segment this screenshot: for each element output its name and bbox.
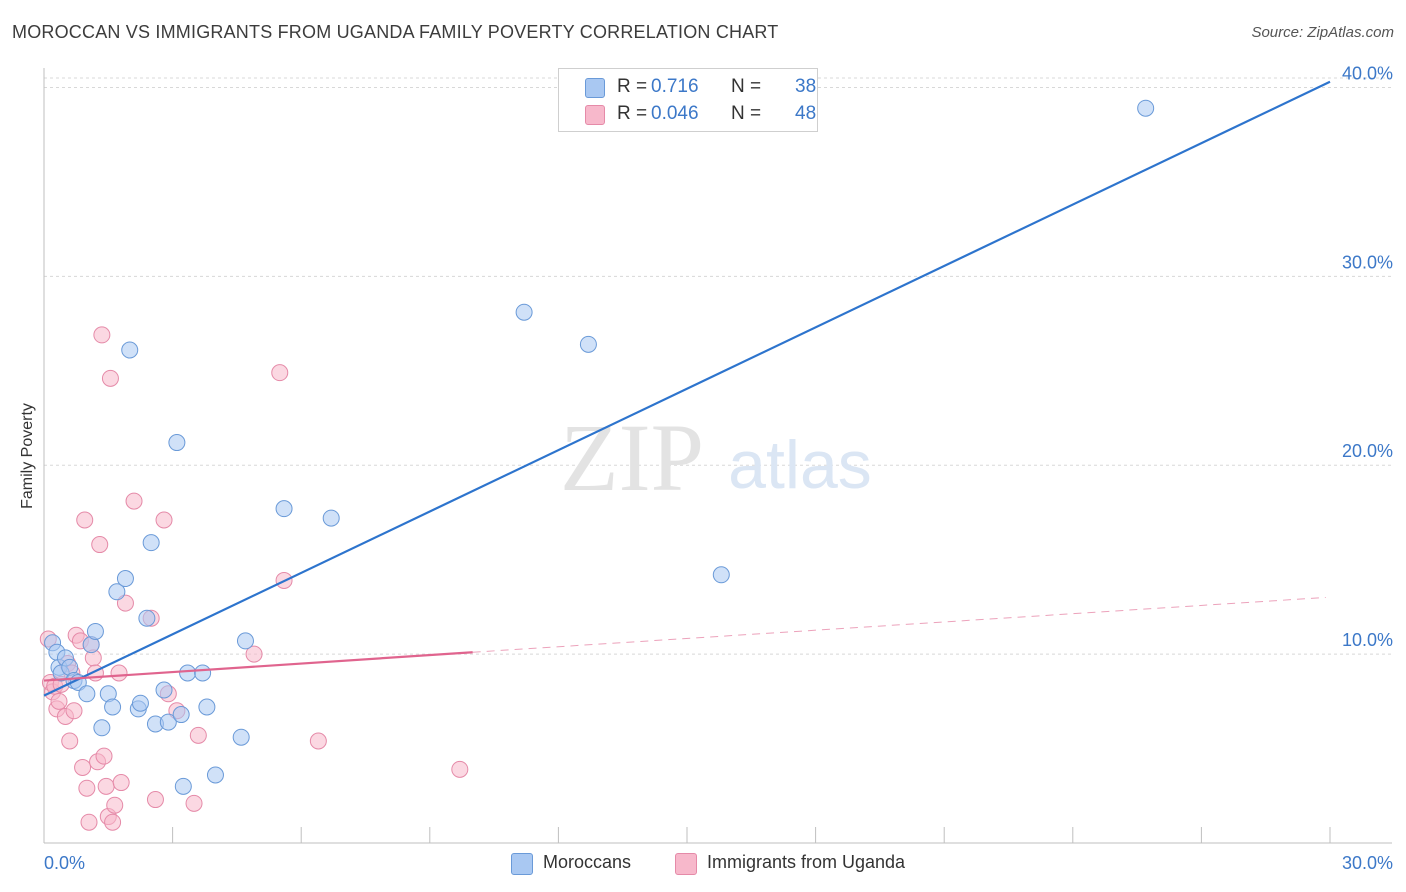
moroccan-point bbox=[159, 713, 177, 731]
uganda-point bbox=[76, 511, 94, 529]
moroccan-point bbox=[194, 664, 212, 682]
tick-labels: 10.0% 20.0% 30.0% 40.0% 0.0% 30.0% bbox=[44, 63, 1393, 873]
y-tick-label: 10.0% bbox=[1342, 630, 1393, 650]
watermark: ZIP atlas bbox=[560, 404, 872, 511]
uganda-point bbox=[104, 813, 122, 831]
uganda-point bbox=[80, 813, 98, 831]
trend-lines bbox=[43, 80, 1331, 697]
bottom-legend-label-moroccans: Moroccans bbox=[543, 852, 632, 872]
uganda-point bbox=[78, 779, 96, 797]
moroccan-point bbox=[206, 766, 224, 784]
legend-n-value: 38 bbox=[795, 76, 817, 97]
moroccan-point bbox=[198, 698, 216, 716]
uganda-point bbox=[61, 732, 79, 750]
x-tick-label: 30.0% bbox=[1342, 853, 1393, 873]
moroccan-point bbox=[232, 728, 250, 746]
legend-r-label: R = bbox=[617, 76, 648, 97]
moroccan-point bbox=[712, 566, 730, 584]
legend-swatch-uganda bbox=[585, 105, 605, 125]
moroccan-point bbox=[322, 509, 340, 527]
legend-n-value: 48 bbox=[795, 103, 817, 124]
uganda-point bbox=[245, 645, 263, 663]
moroccan-point bbox=[515, 303, 533, 321]
y-tick-label: 30.0% bbox=[1342, 252, 1393, 272]
moroccan-point bbox=[104, 698, 122, 716]
moroccan-point bbox=[275, 500, 293, 518]
legend-r-value: 0.046 bbox=[651, 103, 699, 124]
correlation-legend: R = 0.716 N = 38 R = 0.046 N = 48 bbox=[558, 68, 818, 132]
bottom-legend-swatch-moroccans bbox=[511, 853, 533, 875]
legend-n-label: N = bbox=[731, 103, 762, 124]
uganda-point bbox=[116, 594, 134, 612]
moroccan-point bbox=[116, 570, 134, 588]
uganda-point bbox=[50, 692, 68, 710]
moroccan-trend-line bbox=[43, 80, 1331, 697]
uganda-point bbox=[185, 794, 203, 812]
y-tick-label: 40.0% bbox=[1342, 63, 1393, 83]
moroccan-point bbox=[172, 706, 190, 724]
moroccan-point bbox=[579, 335, 597, 353]
uganda-point bbox=[97, 777, 115, 795]
uganda-point bbox=[189, 726, 207, 744]
axes bbox=[43, 68, 1392, 844]
moroccan-point bbox=[86, 622, 104, 640]
uganda-point bbox=[65, 702, 83, 720]
moroccan-point bbox=[138, 609, 156, 627]
x-tick-label: 0.0% bbox=[44, 853, 85, 873]
source-credit: Source: ZipAtlas.com bbox=[1251, 24, 1394, 41]
uganda-points bbox=[39, 326, 469, 831]
uganda-point bbox=[309, 732, 327, 750]
moroccan-point bbox=[1137, 99, 1155, 117]
uganda-trend-line-extended bbox=[472, 596, 1326, 653]
y-tick-label: 20.0% bbox=[1342, 441, 1393, 461]
chart-title: MOROCCAN VS IMMIGRANTS FROM UGANDA FAMIL… bbox=[12, 22, 779, 42]
bottom-legend-swatch-uganda bbox=[675, 853, 697, 875]
uganda-point bbox=[110, 664, 128, 682]
uganda-point bbox=[93, 326, 111, 344]
uganda-point bbox=[451, 760, 469, 778]
legend-r-label: R = bbox=[617, 103, 648, 124]
moroccan-point bbox=[131, 694, 149, 712]
moroccan-points bbox=[44, 99, 1155, 795]
uganda-trend-line bbox=[43, 651, 473, 682]
uganda-point bbox=[91, 536, 109, 554]
uganda-point bbox=[271, 364, 289, 382]
moroccan-point bbox=[236, 632, 254, 650]
watermark-atlas: atlas bbox=[728, 427, 872, 503]
legend-swatch-moroccans bbox=[585, 78, 605, 98]
uganda-point bbox=[125, 492, 143, 510]
moroccan-point bbox=[108, 583, 126, 601]
moroccan-point bbox=[93, 719, 111, 737]
uganda-point bbox=[101, 369, 119, 387]
moroccan-point bbox=[155, 681, 173, 699]
moroccan-point bbox=[174, 777, 192, 795]
legend-n-label: N = bbox=[731, 76, 762, 97]
moroccan-point bbox=[168, 434, 186, 452]
uganda-point bbox=[146, 791, 164, 809]
uganda-point bbox=[112, 774, 130, 792]
moroccan-point bbox=[179, 664, 197, 682]
uganda-point bbox=[95, 747, 113, 765]
legend-r-value: 0.716 bbox=[651, 76, 699, 97]
uganda-point bbox=[106, 796, 124, 814]
moroccan-point bbox=[78, 685, 96, 703]
uganda-point bbox=[155, 511, 173, 529]
bottom-legend-label-uganda: Immigrants from Uganda bbox=[707, 852, 906, 872]
uganda-point bbox=[74, 758, 92, 776]
moroccan-point bbox=[142, 534, 160, 552]
moroccan-point bbox=[121, 341, 139, 359]
watermark-zip: ZIP bbox=[560, 404, 704, 511]
